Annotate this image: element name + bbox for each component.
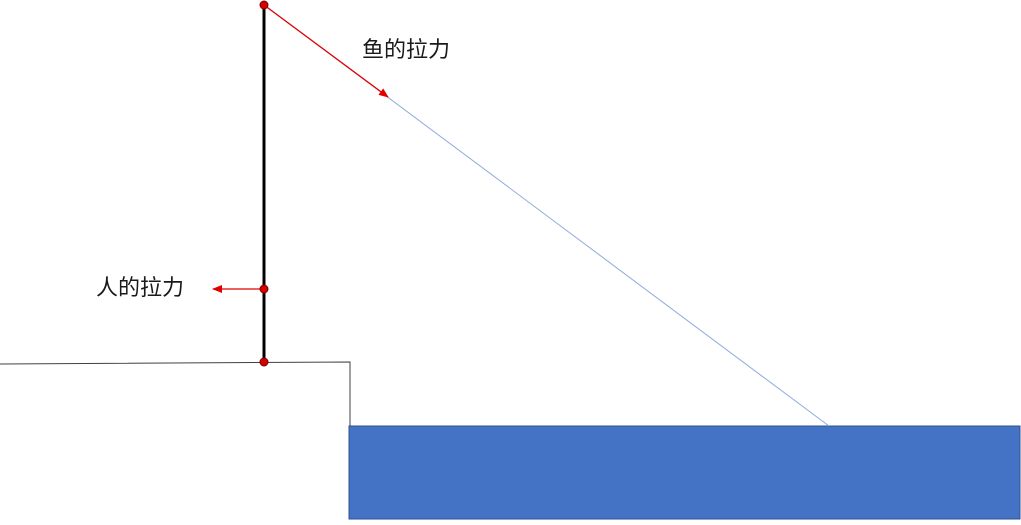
- bank-outline: [0, 361, 351, 426]
- fish-pull-label: 鱼的拉力: [362, 38, 451, 63]
- rod-base-point: [259, 357, 269, 367]
- fish-pull-arrow: [263, 4, 389, 98]
- water-body: [348, 425, 1021, 520]
- rod-tip-point: [259, 0, 269, 10]
- person-pull-label: 人的拉力: [96, 276, 185, 301]
- hand-grip-point: [259, 284, 269, 294]
